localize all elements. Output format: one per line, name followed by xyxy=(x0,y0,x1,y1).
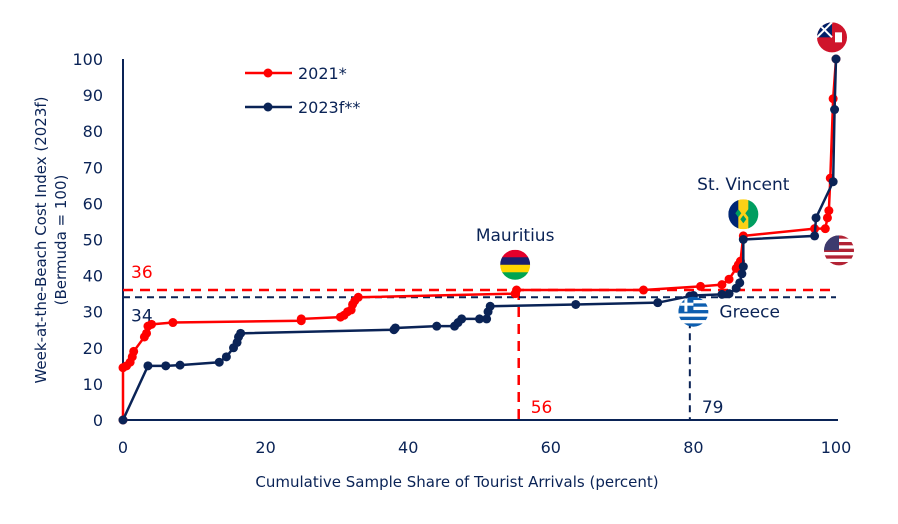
data-point xyxy=(353,292,363,302)
y-tick-label: 60 xyxy=(83,194,103,213)
data-point xyxy=(118,415,128,425)
y-tick-label: 0 xyxy=(93,411,103,430)
data-point xyxy=(820,224,830,234)
x-tick-label: 20 xyxy=(255,438,275,457)
y-tick-label: 50 xyxy=(83,231,103,250)
data-point xyxy=(737,269,747,279)
data-point xyxy=(738,262,748,272)
data-point xyxy=(482,314,492,324)
data-point xyxy=(724,289,734,299)
data-point xyxy=(653,298,663,308)
data-point xyxy=(390,323,400,333)
legend-marker xyxy=(263,68,273,78)
data-point xyxy=(432,321,442,331)
data-point xyxy=(717,289,727,299)
data-point xyxy=(724,274,734,284)
data-point xyxy=(822,213,832,223)
data-point xyxy=(696,281,706,291)
data-point xyxy=(143,361,153,371)
reference-x-label: 56 xyxy=(531,398,553,418)
data-point xyxy=(296,314,306,324)
legend-marker xyxy=(263,102,273,112)
legend-label: 2021* xyxy=(298,64,347,83)
y-tick-label: 30 xyxy=(83,303,103,322)
data-point xyxy=(738,235,748,244)
data-point xyxy=(735,278,745,288)
x-tick-label: 100 xyxy=(821,438,852,457)
reference-y-label: 34 xyxy=(131,306,153,326)
country-label: Mauritius xyxy=(476,226,555,246)
data-point xyxy=(638,285,648,295)
st-vincent-flag-icon xyxy=(728,199,759,230)
x-tick-label: 0 xyxy=(118,438,128,457)
data-point xyxy=(824,206,834,216)
data-point xyxy=(457,314,467,324)
series-1 xyxy=(118,54,841,425)
reference-y-label: 36 xyxy=(131,263,153,283)
data-point xyxy=(147,319,157,329)
data-point xyxy=(175,360,185,370)
data-point xyxy=(236,328,246,338)
reference-x-label: 79 xyxy=(702,398,724,418)
y-tick-label: 70 xyxy=(83,158,103,177)
data-point xyxy=(828,94,838,104)
data-point xyxy=(831,54,841,64)
greece-flag-icon xyxy=(678,296,709,327)
data-point xyxy=(168,318,178,328)
y-tick-label: 100 xyxy=(72,50,103,69)
y-axis-label-2: (Bermuda = 100) xyxy=(52,175,70,306)
data-point xyxy=(214,357,224,367)
bermuda-flag-icon xyxy=(817,22,847,53)
usa-flag-icon xyxy=(824,235,854,266)
data-point xyxy=(512,285,522,295)
data-point xyxy=(571,299,581,309)
y-tick-label: 80 xyxy=(83,122,103,141)
x-axis-label: Cumulative Sample Share of Tourist Arriv… xyxy=(255,473,658,491)
legend-label: 2023f** xyxy=(298,98,360,117)
data-point xyxy=(475,314,484,324)
y-axis-label: Week-at-the-Beach Cost Index (2023f) xyxy=(32,96,50,383)
x-tick-label: 60 xyxy=(541,438,561,457)
data-point xyxy=(717,280,727,290)
data-point xyxy=(129,346,139,356)
x-tick-label: 40 xyxy=(398,438,418,457)
mauritius-flag-icon xyxy=(500,249,531,280)
y-tick-label: 20 xyxy=(83,339,103,358)
y-tick-label: 90 xyxy=(83,86,103,105)
data-point xyxy=(830,105,840,115)
data-point xyxy=(221,352,231,362)
data-point xyxy=(142,328,152,338)
y-tick-label: 10 xyxy=(83,375,103,394)
data-point xyxy=(810,231,820,241)
country-label: St. Vincent xyxy=(697,175,790,195)
x-tick-label: 80 xyxy=(683,438,703,457)
y-tick-label: 40 xyxy=(83,267,103,286)
country-label: Greece xyxy=(719,303,780,323)
data-point xyxy=(811,213,821,223)
data-point xyxy=(485,301,495,311)
data-point xyxy=(161,361,171,371)
data-point xyxy=(828,177,838,187)
